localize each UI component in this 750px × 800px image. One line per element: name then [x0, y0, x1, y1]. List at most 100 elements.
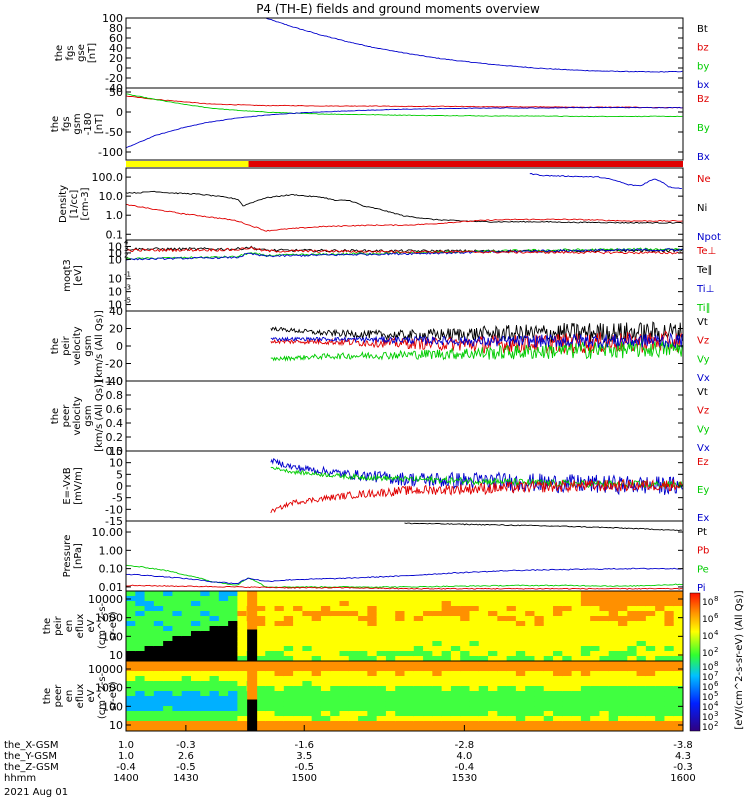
series-peir-velocity-Vt [270, 321, 683, 344]
footer-row-label: the_Y-GSM [4, 751, 57, 762]
legend-bz: bz [697, 43, 709, 54]
y-axis-label: [km/s (All Qs)] [94, 380, 105, 452]
y-axis-label: en [64, 620, 75, 633]
tick-exponent: -3 [124, 284, 131, 292]
y-axis-label: the [42, 688, 53, 704]
tick-label: 40 [109, 42, 123, 55]
y-axis-label: (cm^2-s- [97, 672, 108, 719]
panel-frame [125, 520, 684, 592]
footer-row-label: the_X-GSM [4, 740, 58, 751]
tick-label: 10 [109, 649, 123, 662]
y-axis-label: the [54, 45, 65, 61]
colorbar-tick: 10 [702, 632, 714, 642]
series-peir-velocity-Vz [270, 330, 683, 354]
colorbar-exponent: 4 [714, 700, 719, 708]
tick-exponent: 3 [124, 245, 128, 253]
footer-value: 4.3 [675, 751, 691, 762]
panel-peir-eflux: 10000 1000 100 10 the peir en eflux eV (cm^2-s-sr… [42, 590, 684, 662]
legend-Ey: Ey [697, 485, 709, 496]
series-temperature-Ti2 [126, 248, 683, 261]
legend-Te⊥: Te⊥ [696, 246, 716, 257]
footer-value: -0.3 [673, 762, 693, 773]
tick-label: 1000 [95, 682, 123, 695]
tick-label: -20 [105, 72, 123, 85]
footer-value: -0.5 [294, 762, 314, 773]
legend-Pb: Pb [697, 546, 709, 557]
legend-Pt: Pt [697, 527, 707, 538]
y-axis-label: fgs [65, 45, 76, 60]
tick-label: 10 [108, 240, 122, 253]
colorbar-exponent: 7 [714, 670, 718, 678]
series-pressure-Pb [126, 584, 683, 590]
series-efield-Ex [270, 458, 683, 496]
tick-label: 1.0 [106, 375, 124, 388]
footer-value: 1430 [173, 773, 198, 784]
legend-Bx: Bx [697, 152, 710, 163]
tick-label: 10 [108, 253, 122, 266]
legend-Ne: Ne [697, 174, 711, 185]
footer-value: 1530 [452, 773, 477, 784]
legend-Vx: Vx [697, 373, 710, 384]
legend-Vt: Vt [697, 387, 708, 398]
footer-value: 1500 [292, 773, 317, 784]
legend-Npot: Npot [697, 232, 721, 243]
panel-pressure: 10.00 1.00 0.10 0.01 Pressure [nPa] Pt Pb Pe Pi [62, 520, 709, 594]
panel-peir-velocity: 40 20 0 -20 -40 the peir velocity gsm [km/s (All … [50, 305, 710, 388]
y-axis-label: E=-VxB [62, 467, 73, 504]
y-axis-label: [km/s (All Qs)] [94, 310, 105, 382]
tick-label: 0.8 [106, 389, 124, 402]
tick-label: 5 [116, 468, 123, 481]
tick-label: -10 [105, 503, 123, 516]
chart-title: P4 (TH-E) fields and ground moments over… [256, 2, 540, 16]
y-axis-label: gse [76, 44, 87, 62]
tick-label: 10 [108, 247, 122, 260]
series-peir-velocity-Vx [270, 332, 683, 349]
footer-value: 1400 [113, 773, 138, 784]
y-axis-label: Pressure [62, 535, 73, 578]
tick-exponent: 2 [124, 251, 128, 259]
tick-label: 1000 [95, 612, 123, 625]
y-axis-label: peir [61, 335, 72, 355]
footer-value: -0.4 [116, 762, 136, 773]
y-axis-label: eV [86, 619, 97, 632]
series-efield-Ez [270, 478, 683, 514]
footer-row-label: hhmm [4, 773, 36, 784]
colorbar-exponent: 6 [714, 612, 719, 620]
colorbar-tick: 10 [702, 598, 714, 608]
colorbar-tick: 10 [702, 683, 714, 693]
legend-Vz: Vz [697, 336, 709, 347]
tick-label: 0.4 [106, 417, 124, 430]
series-fgs-gsm-By [126, 93, 683, 118]
colorbar-tick: 10 [702, 723, 714, 733]
y-axis-label: eflux [75, 684, 86, 709]
colorbar-tick: 10 [702, 663, 714, 673]
tick-exponent: 4 [124, 238, 129, 246]
series-fgs-gse-bx [266, 18, 683, 73]
y-axis-label: peer [53, 684, 64, 708]
legend-by: by [697, 61, 709, 72]
colorbar-tick: 10 [702, 649, 714, 659]
footer-value: -1.6 [294, 740, 314, 751]
colorbar-exponent: 6 [714, 680, 719, 688]
tick-label: 0.1 [106, 228, 124, 241]
footer-value: 2.6 [178, 751, 194, 762]
y-axis-label: eflux [75, 614, 86, 639]
legend-By: By [697, 123, 710, 134]
legend-Vy: Vy [697, 424, 710, 435]
series-pressure-Pe [126, 564, 683, 588]
legend-Ti⊥: Ti⊥ [696, 284, 714, 295]
tick-exponent: -5 [124, 297, 131, 305]
panel-peer-eflux: 10000 1000 100 10 the peer en eflux eV (cm^2-s-sr… [42, 660, 684, 732]
y-axis-label: fgs [61, 116, 72, 131]
y-axis-label: the [50, 408, 61, 424]
y-axis-label: gsm [72, 113, 83, 134]
footer-value: -0.4 [455, 762, 475, 773]
tick-label: 100 [102, 12, 123, 25]
tick-label: 10 [108, 286, 122, 299]
tick-label: -15 [105, 515, 123, 528]
series-efield-Ey [270, 466, 683, 490]
legend-Bt: Bt [697, 24, 708, 35]
panel-fgs-gsm: 50 0 -50 -100 the fgs gsm -180 [nT] Bz By Bx [50, 86, 710, 163]
tick-label: 10.0 [99, 190, 124, 203]
